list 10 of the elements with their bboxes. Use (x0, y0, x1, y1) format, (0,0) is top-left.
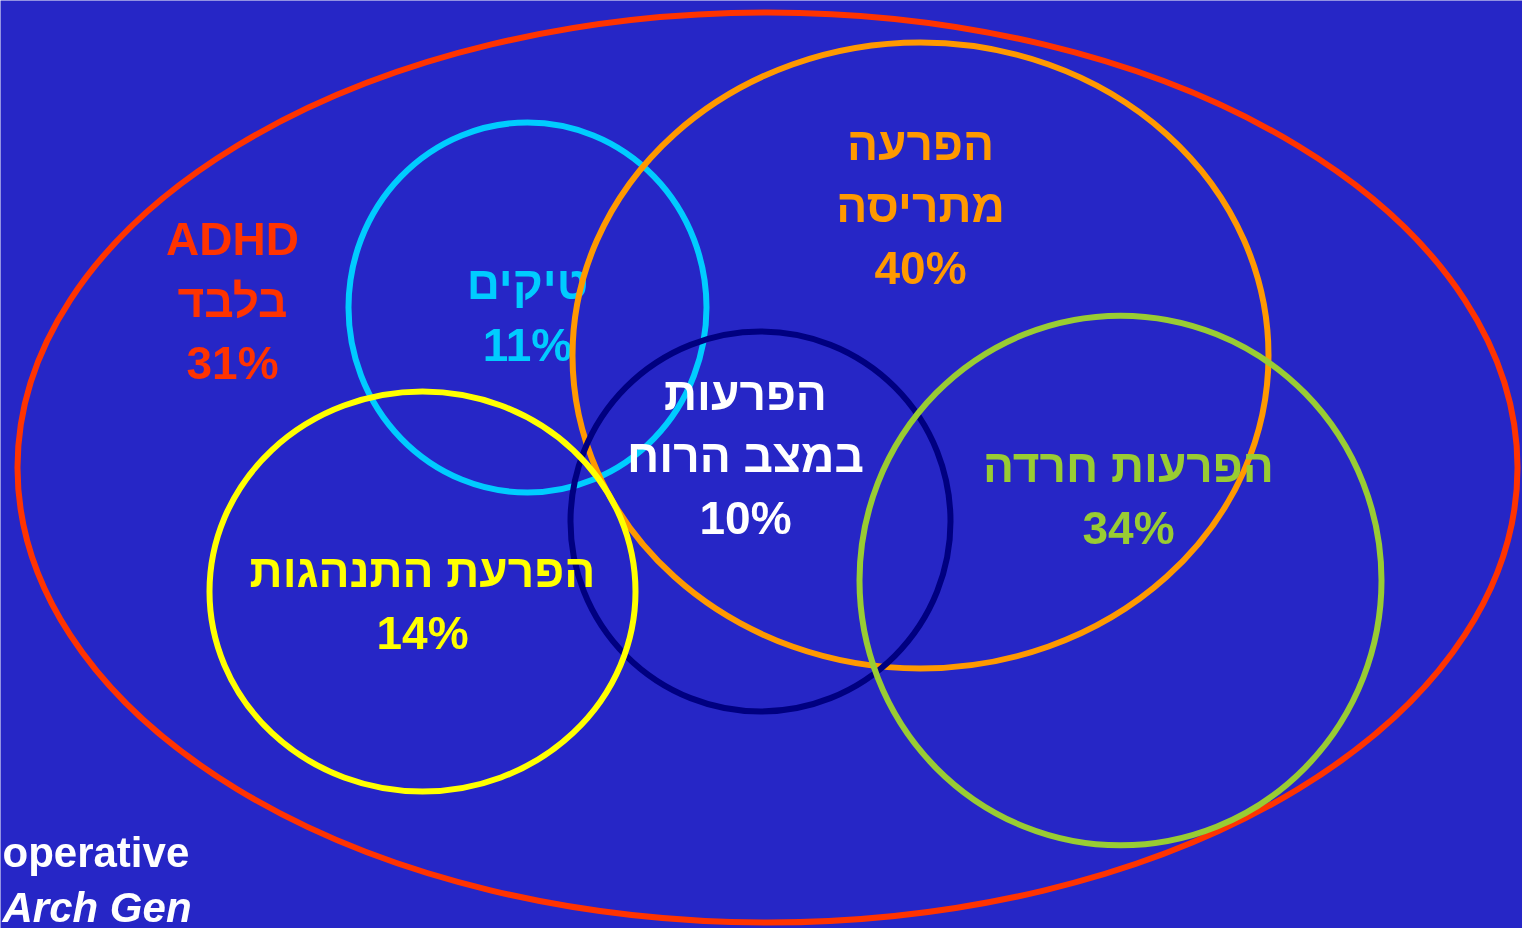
data-label: 10% (699, 491, 792, 544)
data-label: 31% (186, 336, 279, 389)
category-label: הפרעה מתריסה (836, 117, 1005, 232)
category-label: הפרעת התנהגות (249, 544, 596, 597)
data-label: 40% (874, 241, 967, 294)
data-label: 14% (376, 606, 469, 659)
text: operative (2, 829, 190, 876)
data-label: 11% (482, 318, 573, 371)
text: Arch Gen (1, 884, 192, 928)
data-label: 34% (1082, 501, 1175, 554)
